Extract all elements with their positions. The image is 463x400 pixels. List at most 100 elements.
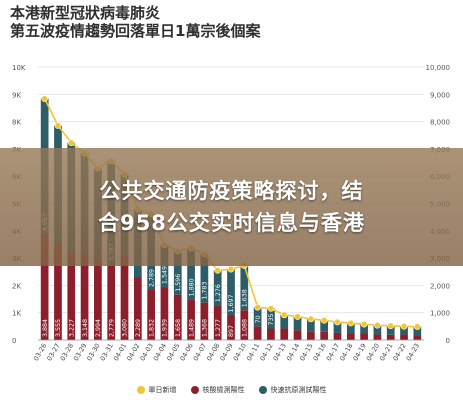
bar-rat — [307, 318, 315, 332]
bar-rat — [280, 314, 289, 329]
bar-pcr — [200, 302, 209, 340]
chart-title: 本港新型冠狀病毒肺炎 第五波疫情趨勢回落單日1萬宗後個案 — [10, 4, 260, 40]
bar-rat — [333, 321, 342, 333]
y-tick-left: 9K — [12, 91, 21, 99]
bar-label-rat: 1,638 — [242, 289, 249, 307]
bar-label-pcr: 1,368 — [202, 319, 209, 337]
bar-label-pcr: 3,227 — [68, 319, 75, 337]
legend-swatch-daily — [136, 386, 145, 394]
bar-label-rat: 1,697 — [228, 294, 235, 312]
bar-label-pcr: 1,489 — [188, 319, 195, 337]
overlay-line-1: 公共交通防疫策略探讨，结 — [99, 179, 364, 203]
bar-pcr — [94, 258, 102, 340]
bar-rat — [213, 270, 222, 306]
legend-swatch-pcr — [190, 386, 199, 394]
y-tick-left: 2K — [12, 282, 21, 290]
line-point-daily — [267, 305, 275, 312]
y-tick-right: 2,000 — [430, 282, 450, 290]
line-point-daily — [387, 322, 395, 330]
y-tick-left: 0 — [12, 337, 16, 345]
bar-label-pcr: 1,939 — [162, 319, 169, 337]
bar-pcr — [386, 334, 395, 340]
x-tick-label: 04-23 — [405, 342, 421, 362]
y-tick-right: 8,000 — [430, 119, 450, 127]
bar-pcr — [360, 333, 368, 340]
bar-pcr — [187, 299, 195, 340]
y-tick-left: 8K — [12, 119, 21, 127]
bar-pcr — [67, 251, 76, 340]
line-point-daily — [320, 317, 328, 324]
bar-label-pcr: 3,148 — [82, 319, 89, 337]
bar-pcr — [240, 310, 249, 340]
line-point-daily — [254, 303, 261, 311]
bar-rat — [413, 326, 422, 336]
bar-label-rat: 1,276 — [215, 284, 222, 302]
bar-label-pcr: 1,088 — [242, 319, 249, 337]
line-point-daily — [414, 323, 421, 330]
line-point-daily — [227, 265, 235, 273]
y-tick-right: 9,000 — [430, 91, 450, 99]
bar-pcr — [40, 233, 49, 340]
line-point-daily — [400, 323, 408, 330]
bar-pcr — [213, 305, 222, 340]
bar-label-rat: 1,783 — [202, 282, 209, 300]
bar-rat — [227, 269, 235, 316]
bar-label-pcr: 1,832 — [148, 319, 155, 337]
line-point-daily — [294, 313, 301, 320]
bar-label-rat: 1,880 — [188, 278, 195, 296]
legend: 單日新增 核酸檢測陽性 快速抗原測試陽性 — [0, 383, 463, 397]
bar-pcr — [267, 328, 275, 340]
y-tick-right: 10,000 — [426, 64, 451, 72]
bar-label-pcr: 3,080 — [122, 319, 129, 337]
bar-rat — [253, 307, 262, 327]
bar-pcr — [307, 331, 315, 340]
line-point-daily — [360, 320, 368, 328]
bar-pcr — [227, 315, 235, 340]
bar-pcr — [147, 289, 155, 340]
y-tick-right: 0 — [446, 337, 450, 345]
legend-item-rat: 快速抗原測試陽性 — [258, 385, 327, 395]
bar-label-pcr: 2,289 — [135, 319, 142, 337]
bar-pcr — [333, 332, 342, 340]
bar-pcr — [413, 335, 422, 340]
bar-pcr — [160, 287, 169, 340]
bar-rat — [373, 325, 382, 335]
bar-rat — [173, 251, 182, 295]
line-point-daily — [67, 139, 75, 147]
bar-label-pcr: 1,658 — [175, 319, 182, 337]
bar-label-rat: 1,596 — [175, 274, 182, 292]
bar-pcr — [293, 330, 302, 340]
bar-rat — [293, 316, 302, 331]
bar-pcr — [120, 255, 129, 340]
bar-rat — [360, 324, 368, 334]
bar-pcr — [373, 334, 382, 340]
y-tick-left: 10K — [12, 64, 26, 72]
legend-label-rat: 快速抗原測試陽性 — [270, 386, 327, 394]
bar-label-pcr: 3,884 — [42, 319, 49, 337]
bar-label-rat: 1,549 — [162, 266, 169, 284]
line-point-daily — [214, 267, 221, 274]
bar-label-rat: 2,789 — [148, 269, 155, 287]
line-point-daily — [347, 319, 355, 327]
bar-label-rat: 70 — [255, 315, 262, 323]
bar-pcr — [253, 326, 262, 340]
bar-rat — [320, 320, 329, 332]
bar-rat — [267, 308, 275, 329]
line-point-daily — [334, 318, 341, 326]
title-line-2: 第五波疫情趨勢回落單日1萬宗後個案 — [10, 22, 261, 40]
bar-pcr — [400, 334, 408, 340]
legend-item-pcr: 核酸檢測陽性 — [190, 385, 245, 395]
bar-pcr — [346, 333, 355, 340]
y-tick-right: 1,000 — [430, 310, 450, 318]
line-point-daily — [41, 95, 48, 102]
bar-pcr — [280, 328, 289, 340]
overlay-banner: 公共交通防疫策略探讨，结 合958公交实时信息与香港 — [0, 148, 463, 266]
bar-rat — [386, 325, 395, 335]
bar-rat — [400, 326, 408, 335]
bar-pcr — [54, 242, 62, 340]
bar-pcr — [320, 331, 329, 340]
bar-label-pcr: 2,779 — [108, 319, 115, 337]
legend-item-daily: 單日新增 — [136, 385, 177, 395]
bar-pcr — [80, 254, 89, 340]
bar-pcr — [173, 294, 182, 340]
